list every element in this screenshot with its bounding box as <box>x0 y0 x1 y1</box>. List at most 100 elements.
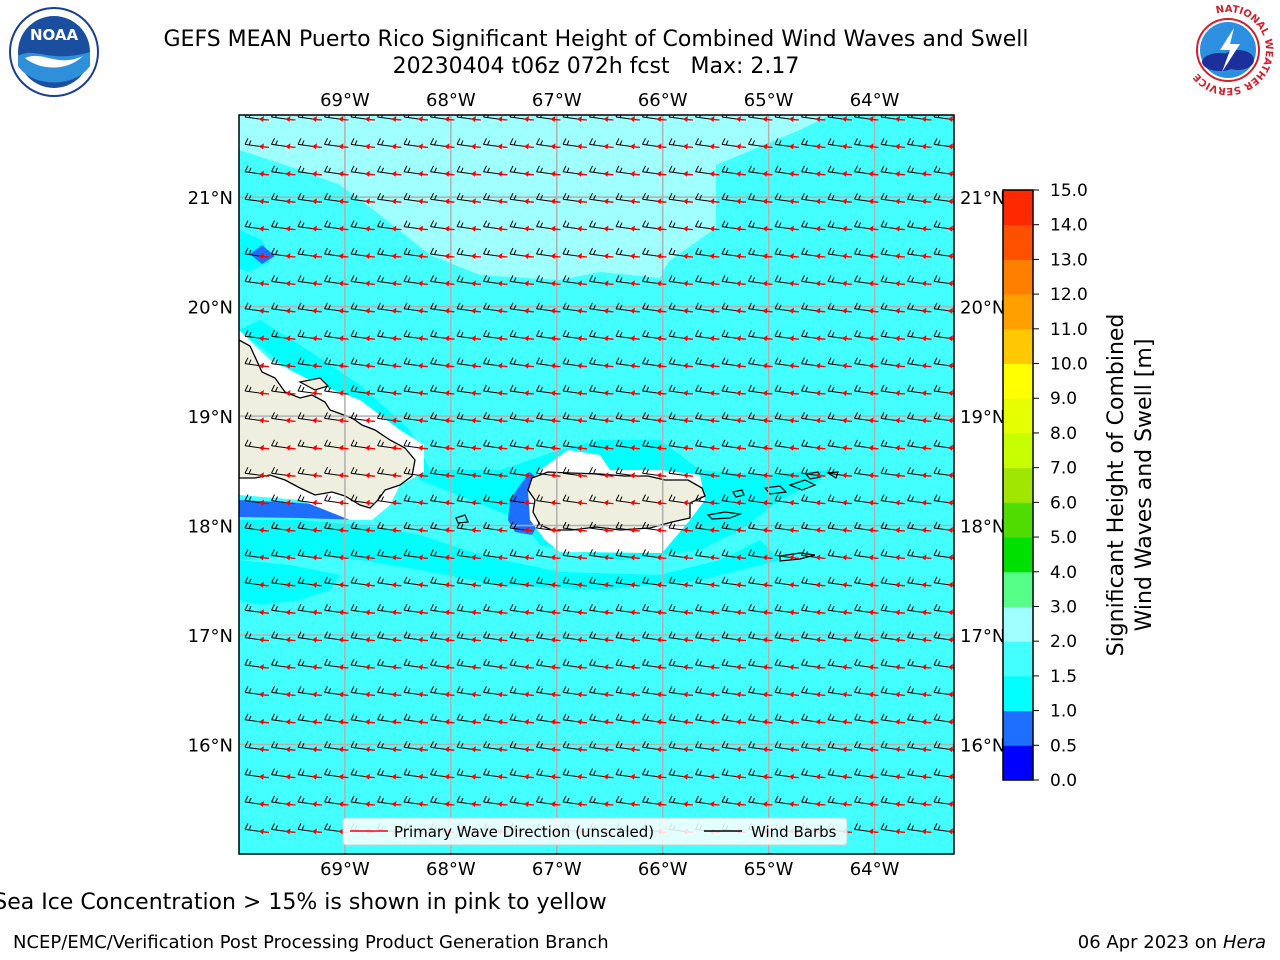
wind-barb-flag <box>244 275 249 282</box>
wind-barb-flag <box>668 494 673 501</box>
wind-barb-flag <box>324 823 328 830</box>
wind-barb-flag <box>589 439 593 447</box>
wind-barb-flag <box>880 439 885 447</box>
wave-arrow-head <box>550 253 556 259</box>
wind-barb-flag <box>430 686 434 693</box>
wave-arrow-head <box>365 746 370 753</box>
wind-barb-flag <box>483 329 487 337</box>
wind-barb-flag <box>858 688 861 694</box>
wind-barb-flag <box>642 740 646 748</box>
wave-arrow-head <box>365 527 370 533</box>
wind-barb-flag <box>407 304 411 310</box>
wind-barb-flag <box>248 825 252 831</box>
wave-arrow-head <box>815 636 821 643</box>
wind-barb-flag <box>275 331 278 337</box>
wave-arrow-head <box>630 718 635 725</box>
wave-arrow-head <box>736 198 741 205</box>
wave-arrow-head <box>550 691 556 698</box>
wave-arrow-head <box>895 527 900 533</box>
wave-arrow-head <box>550 664 556 670</box>
wind-barb-flag <box>297 686 302 693</box>
wave-arrow-head <box>948 581 953 588</box>
wind-barb-flag <box>540 660 543 666</box>
wind-barb-flag <box>589 576 593 584</box>
wind-barb-flag <box>377 521 381 529</box>
wave-arrow-head <box>709 718 715 725</box>
wind-barb-flag <box>513 523 517 529</box>
wind-barb-flag <box>381 715 384 721</box>
wave-arrow-head <box>259 143 264 150</box>
wind-barb-flag <box>858 660 861 666</box>
wind-barb-flag <box>297 494 302 501</box>
wind-barb-flag <box>350 631 355 638</box>
wave-arrow-head <box>418 362 423 369</box>
wave-arrow-head <box>656 691 662 698</box>
wind-barb-flag <box>937 468 941 474</box>
wave-arrow-head <box>868 225 874 232</box>
wave-arrow-head <box>921 225 927 232</box>
wind-barb-flag <box>275 277 278 283</box>
wind-barb-flag <box>748 329 752 337</box>
wave-arrow-head <box>497 225 503 232</box>
wind-barb-flag <box>301 194 305 200</box>
wave-arrow-head <box>736 307 741 314</box>
wind-barb-flag <box>854 549 858 556</box>
wind-barb-flag <box>430 795 434 803</box>
wave-arrow-head <box>842 444 847 451</box>
wind-barb-flag <box>381 605 384 611</box>
wind-barb-flag <box>748 247 752 255</box>
wind-barb-flag <box>513 414 517 420</box>
wave-arrow-head <box>948 170 953 177</box>
wind-barb-flag <box>858 167 861 173</box>
wave-arrow-head <box>895 801 900 807</box>
wind-barb-flag <box>933 494 938 501</box>
wind-barb-flag <box>907 631 911 638</box>
wave-arrow-head <box>259 609 264 616</box>
wave-arrow-head <box>815 527 821 533</box>
wind-barb-flag <box>615 329 620 337</box>
wind-barb-flag <box>509 603 514 611</box>
wave-arrow-head <box>709 746 715 753</box>
wind-barb-flag <box>562 603 567 611</box>
wave-arrow-head <box>762 472 768 479</box>
wave-arrow-head <box>577 773 582 780</box>
wind-barb-flag <box>354 633 358 639</box>
wind-barb-flag <box>275 167 278 173</box>
wind-barb-flag <box>907 713 911 721</box>
wave-arrow-head <box>630 362 635 369</box>
wind-barb-flag <box>933 795 938 803</box>
wave-arrow-head <box>444 280 450 287</box>
wind-barb-flag <box>536 494 540 501</box>
wave-arrow-head <box>418 499 423 506</box>
wind-barb-flag <box>672 222 676 228</box>
wind-barb-flag <box>275 140 278 146</box>
wave-arrow-head <box>762 170 768 177</box>
wind-barb-flag <box>615 384 620 392</box>
wave-arrow-head <box>338 362 344 369</box>
wind-barb-flag <box>725 441 729 447</box>
wind-barb-flag <box>721 686 726 693</box>
wind-barb-flag <box>805 715 808 721</box>
wind-barb-flag <box>248 249 252 255</box>
wind-barb-flag <box>831 578 835 584</box>
wind-barb-flag <box>778 770 782 776</box>
wave-arrow-head <box>524 253 529 259</box>
wind-barb-flag <box>301 605 305 611</box>
wave-arrow-head <box>842 581 847 588</box>
wind-barb-flag <box>324 713 328 721</box>
wind-barb-flag <box>566 742 570 748</box>
wind-barb-flag <box>271 192 275 200</box>
land-hispaniola <box>239 339 416 509</box>
wind-barb-flag <box>933 302 938 310</box>
wind-barb-flag <box>328 523 331 529</box>
wind-barb-flag <box>880 713 885 721</box>
wave-arrow-head <box>815 499 821 506</box>
wind-barb-flag <box>407 688 411 694</box>
wind-barb-flag <box>275 688 278 694</box>
wind-barb-flag <box>593 660 596 666</box>
wind-barb-flag <box>377 357 381 364</box>
wave-arrow-head <box>550 143 556 150</box>
wind-barb-flag <box>244 412 249 419</box>
wave-arrow-head <box>948 225 953 232</box>
wave-arrow-head <box>709 253 715 259</box>
